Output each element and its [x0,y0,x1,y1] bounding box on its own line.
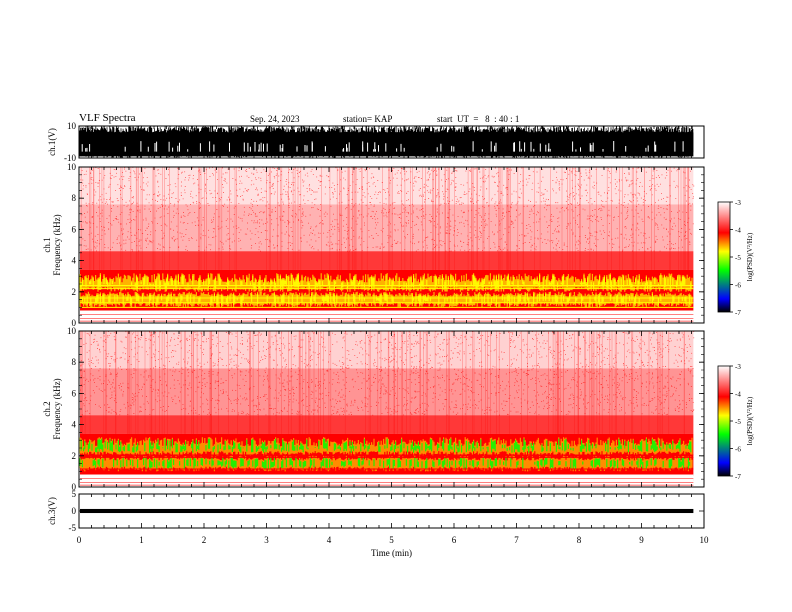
ch1-waveform-y-tick-label: -10 [64,153,76,163]
panel-3-x-ticks [78,331,705,487]
colorbar-2-tick-label: -5 [735,418,741,426]
station-label: station= KAP [343,114,393,124]
ch2-spectrogram-top-band [80,331,694,369]
panel-1-x-ticks [78,126,705,158]
panel-2-minor-y-ticks [79,174,704,316]
x-tick-label: 2 [202,535,207,545]
ch1-spectrogram-upper-band [80,204,694,252]
x-tick-label: 6 [452,535,457,545]
start-time-label: start UT = 8 : 40 : 1 [437,114,520,124]
colorbar-2 [717,365,731,477]
colorbar-1 [717,201,731,313]
colorbar-1-tick-label: -7 [735,309,741,317]
ch1-waveform-y-axis-title: ch.1(V) [47,128,57,156]
ch1-spectrogram-y-tick-label: 6 [72,224,77,234]
ch2-spectrogram-y-tick-label: 2 [72,451,77,461]
x-tick-label: 7 [514,535,519,545]
ch1-spectrogram-y-axis-title-line: ch.1 [42,237,52,252]
colorbar-2-label-text: log(PSD)(V²/Hz) [746,396,754,445]
ch1-spectrogram-y-tick-label: 2 [72,287,77,297]
ch2-spectrogram-y-axis-title: ch.2 Frequency (kHz) [42,378,62,439]
ch1-spectrogram-y-tick-label: 8 [72,193,77,203]
ch2-spectrogram-y-tick-label: 4 [72,420,77,430]
x-tick-label: 0 [77,535,82,545]
ch2-spectrogram-mid-band [80,415,694,434]
ch2-spectrogram-y-tick-label: 0 [72,482,77,492]
ch1-spectrogram-y-tick-label: 0 [72,318,77,328]
colorbar-2-tick-label: -4 [735,391,741,399]
colorbar-1-tick-label: -5 [735,254,741,262]
panel-3-minor-y-ticks [79,338,704,480]
ch1-spectrogram-spheric-streaks [80,167,690,311]
x-tick-label: 5 [389,535,394,545]
x-tick-label: 4 [327,535,332,545]
colorbar-2-tick-label: -6 [735,446,741,454]
ch2-spectrogram-y-tick-label: 10 [67,326,77,336]
colorbar-1-label-text: log(PSD)(V²/Hz) [746,232,754,281]
ch2-spectrogram-y-axis-title-line: ch.2 [42,401,52,416]
colorbar-2-tick-label: -7 [735,473,741,481]
ch1-waveform-y-tick-label: 10 [67,121,77,131]
date-label: Sep. 24, 2023 [250,114,300,124]
colorbar-1-tick-label: -3 [735,199,741,207]
x-tick-label: 9 [639,535,644,545]
colorbar-1-label: log(PSD)(V²/Hz) [746,232,754,281]
ch3-waveform-y-tick-label: 5 [72,489,77,499]
ch1-spectrogram-top-band [80,167,694,205]
ch1-spectrogram-speckle [80,166,695,252]
ch1-spectrogram-y-axis-title-line: Frequency (kHz) [52,214,62,275]
ch2-spectrogram-activity-green [79,438,692,469]
ch1-waveform-y-axis-title-line: ch.1(V) [47,128,57,156]
colorbar-1-tick-label: -4 [735,227,741,235]
ch3-waveform-y-tick-label: 0 [72,506,77,516]
ch1-spectrogram-low-freq-gap [80,310,694,323]
ch1-spectrogram-mid-band [80,251,694,270]
x-axis-title: Time (min) [371,548,412,558]
x-tick-label: 10 [700,535,710,545]
ch1-spectrogram-y-tick-label: 4 [72,256,77,266]
ch3-waveform-trace [80,508,694,514]
ch2-spectrogram-y-axis-title-line: Frequency (kHz) [52,378,62,439]
ch1-spectrogram-y-tick-label: 10 [67,162,77,172]
colorbar-1-tick-label: -6 [735,282,741,290]
figure-title: VLF Spectra [79,112,136,124]
ch2-spectrogram-speckle [80,330,695,416]
ch3-waveform-y-ticks [79,493,704,529]
ch3-waveform-y-axis-title-line: ch.3(V) [47,497,57,525]
panel-2-x-ticks [78,167,705,323]
ch1-spectrogram-y-axis-title: ch.1 Frequency (kHz) [42,214,62,275]
ch3-waveform-y-axis-title: ch.3(V) [47,497,57,525]
ch3-waveform-y-tick-label: -5 [69,523,77,533]
ch2-spectrogram-upper-band [80,368,694,416]
ch1-waveform-gaps [81,141,684,152]
x-tick-label: 3 [264,535,269,545]
ch2-spectrogram-y-tick-label: 6 [72,388,77,398]
ch2-spectrogram-low-freq-gap [80,474,694,487]
x-tick-label: 1 [139,535,144,545]
panel-4-x-ticks [78,494,705,528]
colorbar-2-tick-label: -3 [735,363,741,371]
colorbar-2-label: log(PSD)(V²/Hz) [746,396,754,445]
ch2-spectrogram-y-tick-label: 8 [72,357,77,367]
x-tick-label: 8 [577,535,582,545]
ch2-spectrogram-spheric-streaks [80,331,685,475]
ch1-waveform-y-ticks [79,125,704,159]
